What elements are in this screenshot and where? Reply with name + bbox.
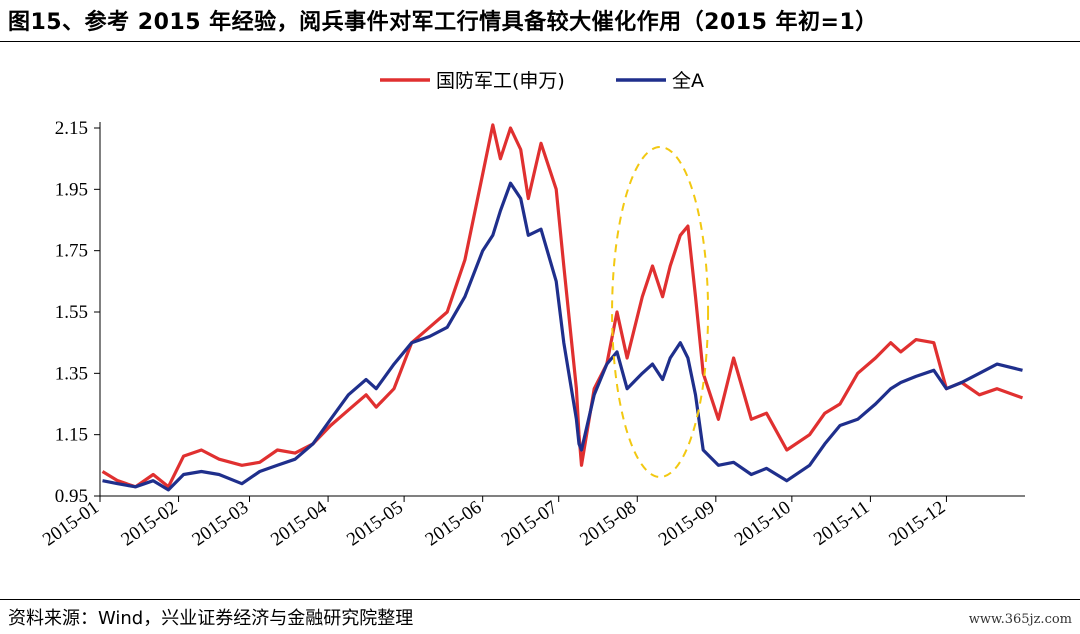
x-tick-label: 2015-05 [343,497,407,551]
y-tick-label: 0.95 [55,486,88,507]
y-tick-label: 1.55 [55,302,88,323]
x-tick-label: 2015-06 [422,497,486,551]
x-tick-label: 2015-04 [267,497,331,551]
y-tick-label: 1.95 [55,179,88,200]
x-tick-label: 2015-09 [655,497,719,551]
legend-label-defense: 国防军工(申万) [436,70,565,92]
title-divider [0,41,1080,42]
series-line-all-a [102,181,1023,492]
series-line-defense [101,123,1024,489]
source-note: 资料来源：Wind，兴业证券经济与金融研究院整理 [8,608,414,629]
x-tick-label: 2015-12 [885,497,949,551]
source-divider [0,599,1080,600]
x-tick-label: 2015-02 [118,497,182,551]
y-tick-label: 1.75 [55,241,88,262]
x-tick-label: 2015-07 [498,497,562,551]
y-tick-label: 2.15 [55,118,88,139]
x-tick-label: 2015-08 [576,497,640,551]
highlight-ellipse [611,146,710,478]
y-tick-label: 1.15 [55,425,88,446]
page-title: 图15、参考 2015 年经验，阅兵事件对军工行情具备较大催化作用（2015 年… [8,10,878,35]
watermark: www.365jz.com [968,612,1072,627]
x-tick-label: 2015-03 [188,497,252,551]
x-tick-label: 2015-11 [810,497,873,550]
legend-label-all-a: 全A [672,70,704,92]
y-tick-label: 1.35 [55,363,88,384]
x-tick-label: 2015-10 [731,497,795,551]
